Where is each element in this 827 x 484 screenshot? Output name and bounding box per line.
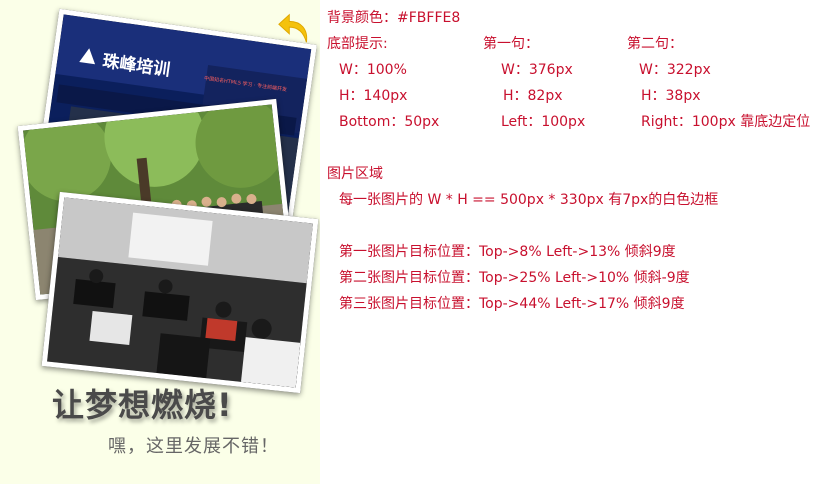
- first-line-label: 第一句：: [483, 36, 539, 52]
- photo-classroom: [41, 191, 319, 394]
- first-line-h: H：82px: [503, 88, 563, 104]
- image-size-note: 每一张图片的 W * H == 500px * 330px 有7px的白色边框: [339, 192, 719, 208]
- second-line-label: 第二句：: [627, 36, 683, 52]
- second-line-h: H：38px: [641, 88, 701, 104]
- bottom-tip-w: W：100%: [339, 62, 407, 78]
- curved-back-arrow-icon[interactable]: [276, 10, 314, 48]
- image3-note: 第三张图片目标位置：Top->44% Left->17% 倾斜9度: [339, 296, 685, 312]
- image2-note: 第二张图片目标位置：Top->25% Left->10% 倾斜-9度: [339, 270, 690, 286]
- design-notes: 背景颜色：#FBFFE8 底部提示: 第一句： 第二句： W：100% W：37…: [327, 0, 827, 484]
- slogan: 让梦想燃烧!: [52, 386, 233, 424]
- bottom-tip-bottom: Bottom：50px: [339, 114, 440, 130]
- image1-note: 第一张图片目标位置：Top->8% Left->13% 倾斜9度: [339, 244, 676, 260]
- bg-color-note: 背景颜色：#FBFFE8: [327, 10, 461, 26]
- phone-preview: 珠峰培训 中国知名HTML5 学习 · 专注前端开发: [0, 0, 320, 484]
- bottom-tip-h: H：140px: [339, 88, 408, 104]
- bottom-tip-label: 底部提示:: [327, 36, 388, 52]
- second-line-w: W：322px: [639, 62, 711, 78]
- second-line-right: Right：100px 靠底边定位: [641, 114, 811, 130]
- image-area-label: 图片区域: [327, 166, 383, 182]
- first-line-left: Left：100px: [501, 114, 586, 130]
- subline: 嘿，这里发展不错！: [108, 436, 279, 457]
- first-line-w: W：376px: [501, 62, 573, 78]
